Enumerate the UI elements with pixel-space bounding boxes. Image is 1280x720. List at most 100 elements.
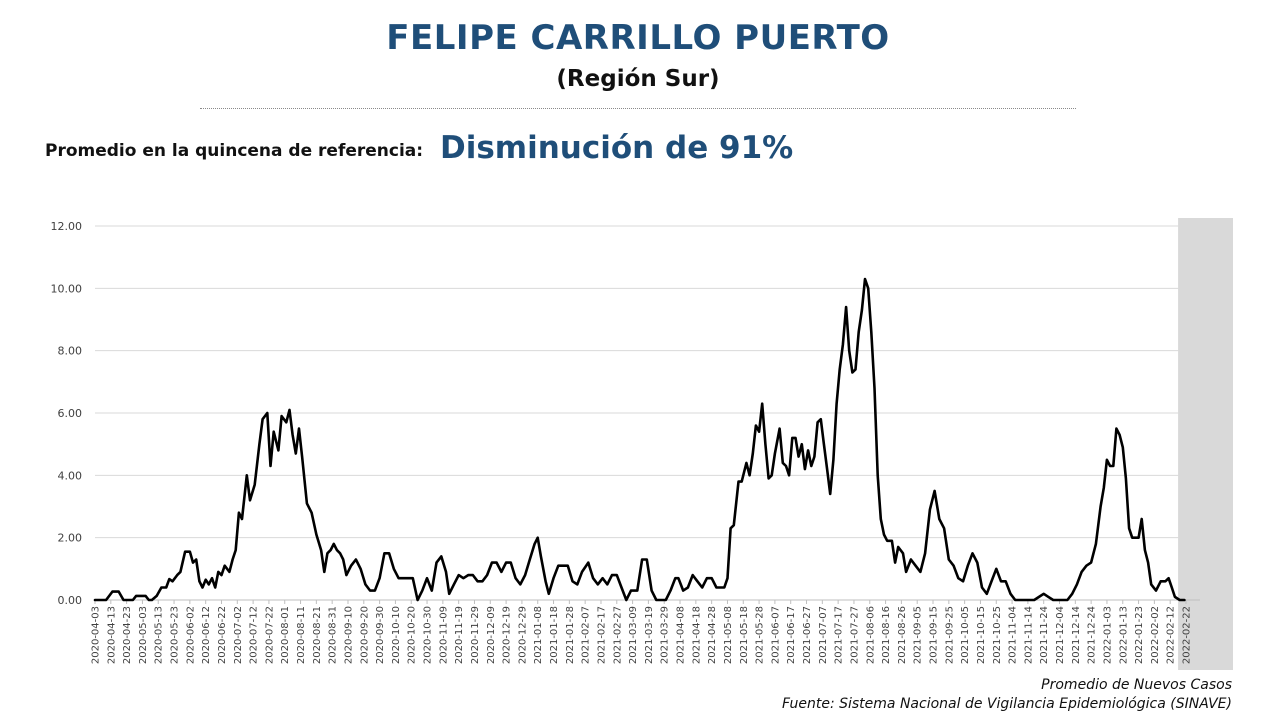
x-tick-label: 2021-06-17 (786, 606, 797, 664)
data-point (306, 502, 308, 505)
data-point (1042, 593, 1045, 595)
x-tick-label: 2020-04-03 (91, 606, 102, 664)
data-point (122, 599, 125, 601)
data-point (650, 589, 653, 592)
data-point (249, 499, 251, 502)
data-point (876, 474, 879, 477)
x-tick-label: 2022-02-02 (1150, 606, 1161, 664)
data-point (407, 577, 409, 579)
data-point (533, 543, 536, 545)
data-point (277, 449, 280, 452)
data-point (165, 586, 167, 589)
data-point (326, 552, 329, 555)
data-point (706, 577, 708, 579)
x-tick-label: 2021-12-04 (1055, 606, 1066, 664)
data-point (774, 452, 776, 455)
data-point (1159, 580, 1162, 583)
data-point (655, 599, 658, 601)
data-point (519, 583, 522, 586)
data-point (1014, 599, 1016, 601)
data-point (701, 586, 703, 589)
data-point (794, 437, 797, 439)
x-tick-label: 2021-10-05 (960, 606, 971, 664)
data-point (310, 511, 313, 514)
x-tick-label: 2022-01-23 (1134, 606, 1145, 664)
data-point (891, 540, 893, 542)
data-point (785, 465, 787, 467)
data-point (481, 580, 484, 583)
data-point (397, 577, 400, 579)
data-point (1167, 577, 1170, 579)
data-point (606, 583, 609, 586)
x-tick-label: 2022-01-13 (1118, 606, 1129, 664)
data-point (1085, 564, 1088, 567)
data-point (223, 564, 226, 567)
data-point (801, 443, 803, 445)
data-point (1109, 465, 1111, 467)
x-tick-label: 2021-03-19 (644, 606, 655, 664)
data-point (1103, 487, 1105, 489)
x-tick-label: 2020-05-23 (170, 606, 181, 664)
data-point (1004, 580, 1007, 583)
data-point (117, 590, 120, 593)
data-point (1052, 599, 1054, 601)
data-point (813, 455, 816, 458)
data-point (933, 490, 936, 492)
reference-label: Promedio en la quincena de referencia: (45, 141, 424, 161)
data-point (402, 577, 405, 579)
data-point (990, 580, 993, 583)
x-tick-label: 2020-07-22 (264, 606, 275, 664)
data-point (416, 599, 419, 601)
data-point (567, 564, 569, 567)
data-point (100, 599, 103, 601)
data-point (315, 533, 318, 536)
data-point (726, 577, 729, 579)
data-point (842, 343, 844, 346)
data-point (253, 483, 256, 486)
data-point (231, 558, 234, 561)
data-point (1171, 586, 1173, 589)
data-point (851, 371, 854, 374)
x-tick-label: 2020-06-12 (201, 606, 212, 664)
data-point (412, 577, 414, 579)
data-point (495, 561, 498, 564)
data-point (155, 595, 158, 597)
data-point (1095, 543, 1097, 545)
data-point (208, 583, 210, 586)
data-point (720, 586, 722, 589)
data-point (431, 589, 433, 592)
data-point (323, 571, 326, 573)
data-point (1080, 571, 1083, 573)
data-point (910, 558, 912, 561)
x-tick-label: 2020-11-09 (438, 606, 449, 664)
y-tick-label: 8.00 (58, 345, 83, 358)
x-tick-label: 2021-08-26 (897, 606, 908, 664)
data-point (261, 418, 264, 420)
x-tick-label: 2021-07-07 (818, 606, 829, 664)
data-point (1134, 536, 1137, 539)
data-point (630, 589, 632, 592)
data-point (272, 430, 275, 433)
data-point (571, 580, 574, 583)
data-point (810, 465, 813, 467)
data-point (691, 574, 694, 576)
y-tick-label: 0.00 (58, 594, 83, 607)
data-point (435, 561, 438, 564)
data-point (342, 558, 345, 561)
x-tick-label: 2020-12-29 (517, 606, 528, 664)
data-point (778, 427, 781, 430)
data-point (820, 418, 822, 420)
data-point (94, 599, 96, 601)
x-tick-label: 2021-09-25 (944, 606, 955, 664)
data-point (740, 480, 743, 483)
data-point (491, 561, 493, 564)
data-point (986, 593, 988, 595)
data-point (646, 558, 648, 561)
data-point (462, 577, 465, 579)
data-point (148, 599, 150, 601)
data-point (192, 561, 194, 564)
data-point (544, 580, 547, 583)
data-point (867, 287, 869, 290)
data-point (1076, 583, 1078, 586)
x-tick-label: 2022-01-03 (1102, 606, 1113, 664)
